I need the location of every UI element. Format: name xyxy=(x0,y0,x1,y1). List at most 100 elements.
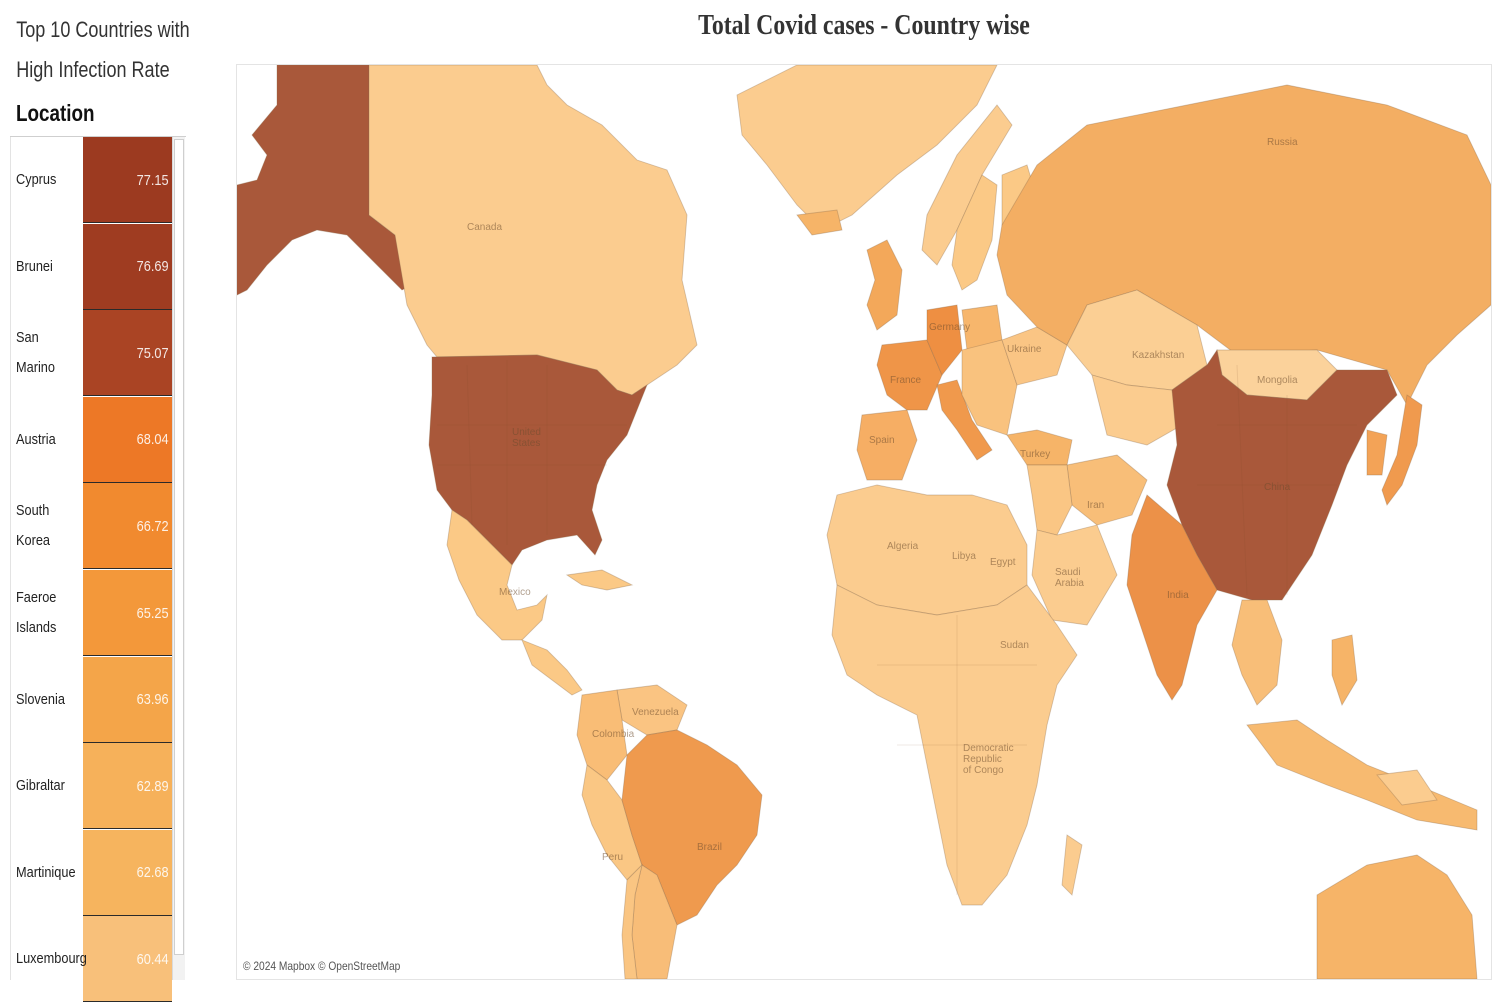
location-name: Brunei xyxy=(16,257,53,275)
location-name: San Marino xyxy=(16,329,55,377)
country-philippines[interactable] xyxy=(1331,634,1358,707)
country-label: Mexico xyxy=(499,587,531,598)
table-row[interactable]: Cyprus 77.15 xyxy=(11,137,187,223)
map-attribution[interactable]: © 2024 Mapbox © OpenStreetMap xyxy=(243,959,401,973)
legend-title-line2: High Infection Rate xyxy=(16,57,170,82)
location-name: Cyprus xyxy=(16,171,57,188)
infection-rate-value: 77.15 xyxy=(137,171,169,189)
country-label: Venezuela xyxy=(632,707,679,718)
country-label: Sudan xyxy=(1000,640,1029,651)
country-mexico[interactable] xyxy=(446,509,548,641)
country-label: China xyxy=(1264,482,1291,493)
country-chile[interactable] xyxy=(621,863,643,979)
infection-rate-value: 66.72 xyxy=(137,517,169,535)
country-label: Algeria xyxy=(887,541,919,552)
country-canada[interactable] xyxy=(368,65,698,396)
infection-rate-value: 75.07 xyxy=(137,344,169,362)
country-saudi-arabia[interactable] xyxy=(1031,524,1118,626)
country-label: Libya xyxy=(952,551,976,562)
country-africa[interactable] xyxy=(831,584,1078,906)
location-name: Faeroe Islands xyxy=(16,589,57,636)
table-row[interactable]: Gibraltar 62.89 xyxy=(11,743,187,830)
country-label: Brazil xyxy=(697,842,722,853)
table-row[interactable]: Slovenia 63.96 xyxy=(11,656,187,743)
country-label: Canada xyxy=(467,222,502,233)
infection-rate-value: 62.68 xyxy=(137,864,169,882)
country-label: Turkey xyxy=(1020,449,1050,460)
country-papua-new-guinea[interactable] xyxy=(1376,769,1438,806)
location-name: Luxembourg xyxy=(16,950,87,968)
infection-rate-value: 60.44 xyxy=(137,950,169,968)
infection-rate-value: 68.04 xyxy=(137,431,169,449)
location-name: South Korea xyxy=(16,502,51,550)
country-colombia[interactable] xyxy=(576,689,628,781)
table-scrollbar[interactable] xyxy=(172,137,185,980)
country-korea[interactable] xyxy=(1366,429,1388,476)
color-cell xyxy=(83,743,172,830)
country-united-states[interactable] xyxy=(428,354,648,566)
country-label: Peru xyxy=(602,852,623,863)
color-cell xyxy=(83,483,172,570)
country-label: Mongolia xyxy=(1257,375,1298,386)
country-label: Saudi Arabia xyxy=(1055,567,1084,589)
country-label: Russia xyxy=(1267,137,1298,148)
header-divider xyxy=(10,136,186,137)
country-india[interactable] xyxy=(1126,494,1218,701)
location-name: Slovenia xyxy=(16,690,65,708)
table-row[interactable]: Brunei 76.69 xyxy=(11,223,187,310)
country-sweden[interactable] xyxy=(951,174,998,291)
legend-title-line1: Top 10 Countries with xyxy=(16,17,190,42)
color-cell xyxy=(83,570,172,656)
country-united-kingdom[interactable] xyxy=(866,239,903,331)
country-germany[interactable] xyxy=(926,304,963,376)
table-row[interactable]: Austria 68.04 xyxy=(11,396,187,483)
country-central-america[interactable] xyxy=(521,639,583,696)
infection-rate-value: 62.89 xyxy=(137,777,169,795)
scrollbar-thumb[interactable] xyxy=(174,139,184,955)
table-row[interactable]: Faeroe Islands 65.25 xyxy=(11,570,187,656)
table-row[interactable]: San Marino 75.07 xyxy=(11,310,187,397)
country-middle-east[interactable] xyxy=(1026,464,1073,536)
country-label: India xyxy=(1167,590,1189,601)
world-choropleth-map[interactable]: Canada United States Mexico Venezuela Colombi… xyxy=(236,64,1492,980)
country-label: Spain xyxy=(869,435,895,446)
country-label: Colombia xyxy=(592,729,635,740)
country-japan[interactable] xyxy=(1381,394,1423,506)
location-column-header[interactable]: Location xyxy=(16,100,95,126)
table-row[interactable]: South Korea 66.72 xyxy=(11,483,187,570)
country-indonesia[interactable] xyxy=(1246,719,1478,831)
legend-title: Top 10 Countries with High Infection Rat… xyxy=(16,10,190,90)
infection-rate-value: 76.69 xyxy=(137,258,169,276)
table-row[interactable]: Martinique 62.68 xyxy=(11,829,187,916)
color-cell xyxy=(83,396,172,483)
table-row[interactable]: Luxembourg 60.44 xyxy=(11,916,187,1002)
country-label: Germany xyxy=(929,322,970,333)
country-label: Ukraine xyxy=(1007,344,1042,355)
color-cell xyxy=(83,310,172,397)
country-turkey[interactable] xyxy=(1006,429,1073,466)
location-name: Martinique xyxy=(16,863,76,881)
country-australia[interactable] xyxy=(1316,854,1478,979)
country-label: Iran xyxy=(1087,500,1104,511)
country-southeast-asia[interactable] xyxy=(1231,599,1283,706)
country-brazil[interactable] xyxy=(621,729,763,926)
country-iran[interactable] xyxy=(1066,454,1148,526)
color-cell xyxy=(83,829,172,916)
map-canvas[interactable]: Canada United States Mexico Venezuela Colombi… xyxy=(237,65,1491,979)
country-label: France xyxy=(890,375,922,386)
country-greenland[interactable] xyxy=(736,65,998,231)
country-france[interactable] xyxy=(876,339,943,411)
country-iceland[interactable] xyxy=(796,209,843,236)
country-label: Democratic Republic of Congo xyxy=(963,743,1014,776)
top-countries-table: Cyprus 77.15 Brunei 76.69 San Marino 75.07 Aus… xyxy=(10,137,187,1002)
country-label: Kazakhstan xyxy=(1132,350,1184,361)
color-cell xyxy=(83,137,172,223)
region-border xyxy=(466,364,473,526)
color-cell xyxy=(83,223,172,310)
country-ukraine[interactable] xyxy=(1001,326,1068,386)
country-cuba[interactable] xyxy=(565,569,634,591)
location-name: Gibraltar xyxy=(16,777,65,795)
country-madagascar[interactable] xyxy=(1061,834,1083,896)
country-italy[interactable] xyxy=(936,379,993,461)
infection-rate-value: 63.96 xyxy=(137,691,169,709)
